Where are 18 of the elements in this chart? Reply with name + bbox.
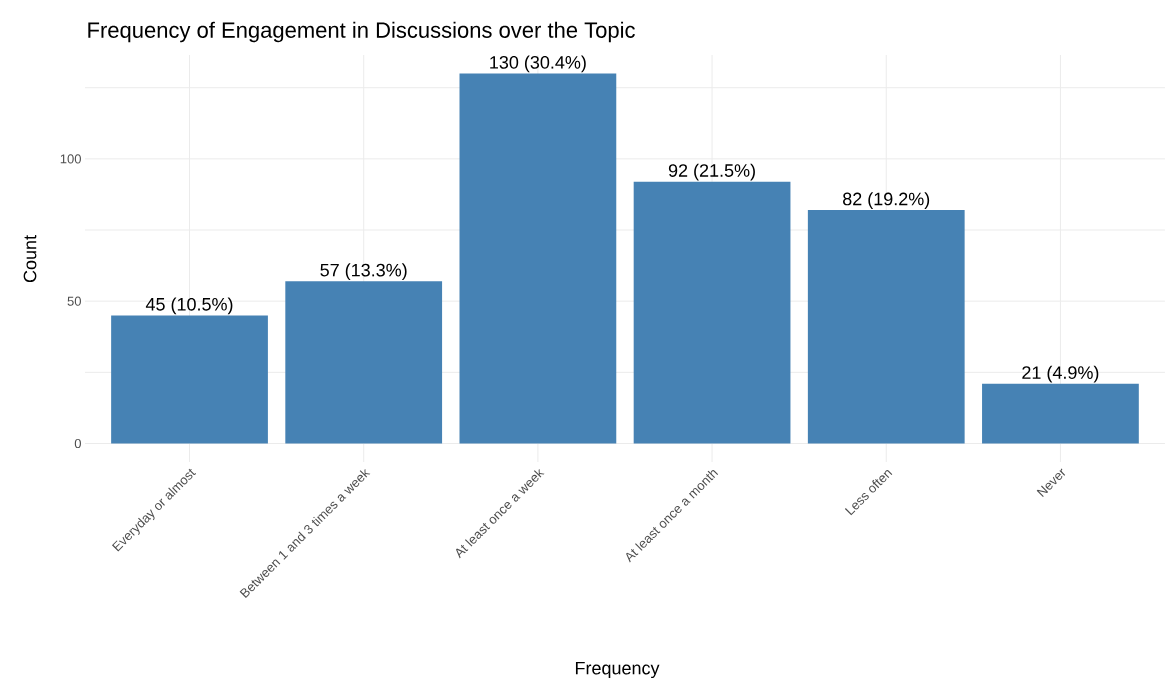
data-label: 21 (4.9%) — [1022, 365, 1099, 383]
y-tick-label: 50 — [67, 296, 81, 306]
data-label: 130 (30.4%) — [490, 55, 586, 73]
bar — [633, 181, 791, 444]
x-axis-title: Frequency — [575, 661, 660, 679]
bar — [459, 73, 617, 444]
data-label: 57 (13.3%) — [320, 263, 407, 281]
bar — [807, 210, 965, 444]
y-tick-label: 100 — [60, 154, 81, 164]
chart-title: Frequency of Engagement in Discussions over the Topic — [88, 21, 635, 43]
data-label: 82 (19.2%) — [843, 192, 930, 209]
bar — [111, 315, 268, 444]
data-label: 45 (10.5%) — [145, 297, 233, 315]
y-axis-title: Count — [23, 235, 37, 283]
bar — [982, 383, 1139, 444]
y-tick-label: 0 — [74, 438, 81, 449]
data-label: 92 (21.5%) — [668, 163, 755, 181]
bar — [285, 281, 443, 444]
